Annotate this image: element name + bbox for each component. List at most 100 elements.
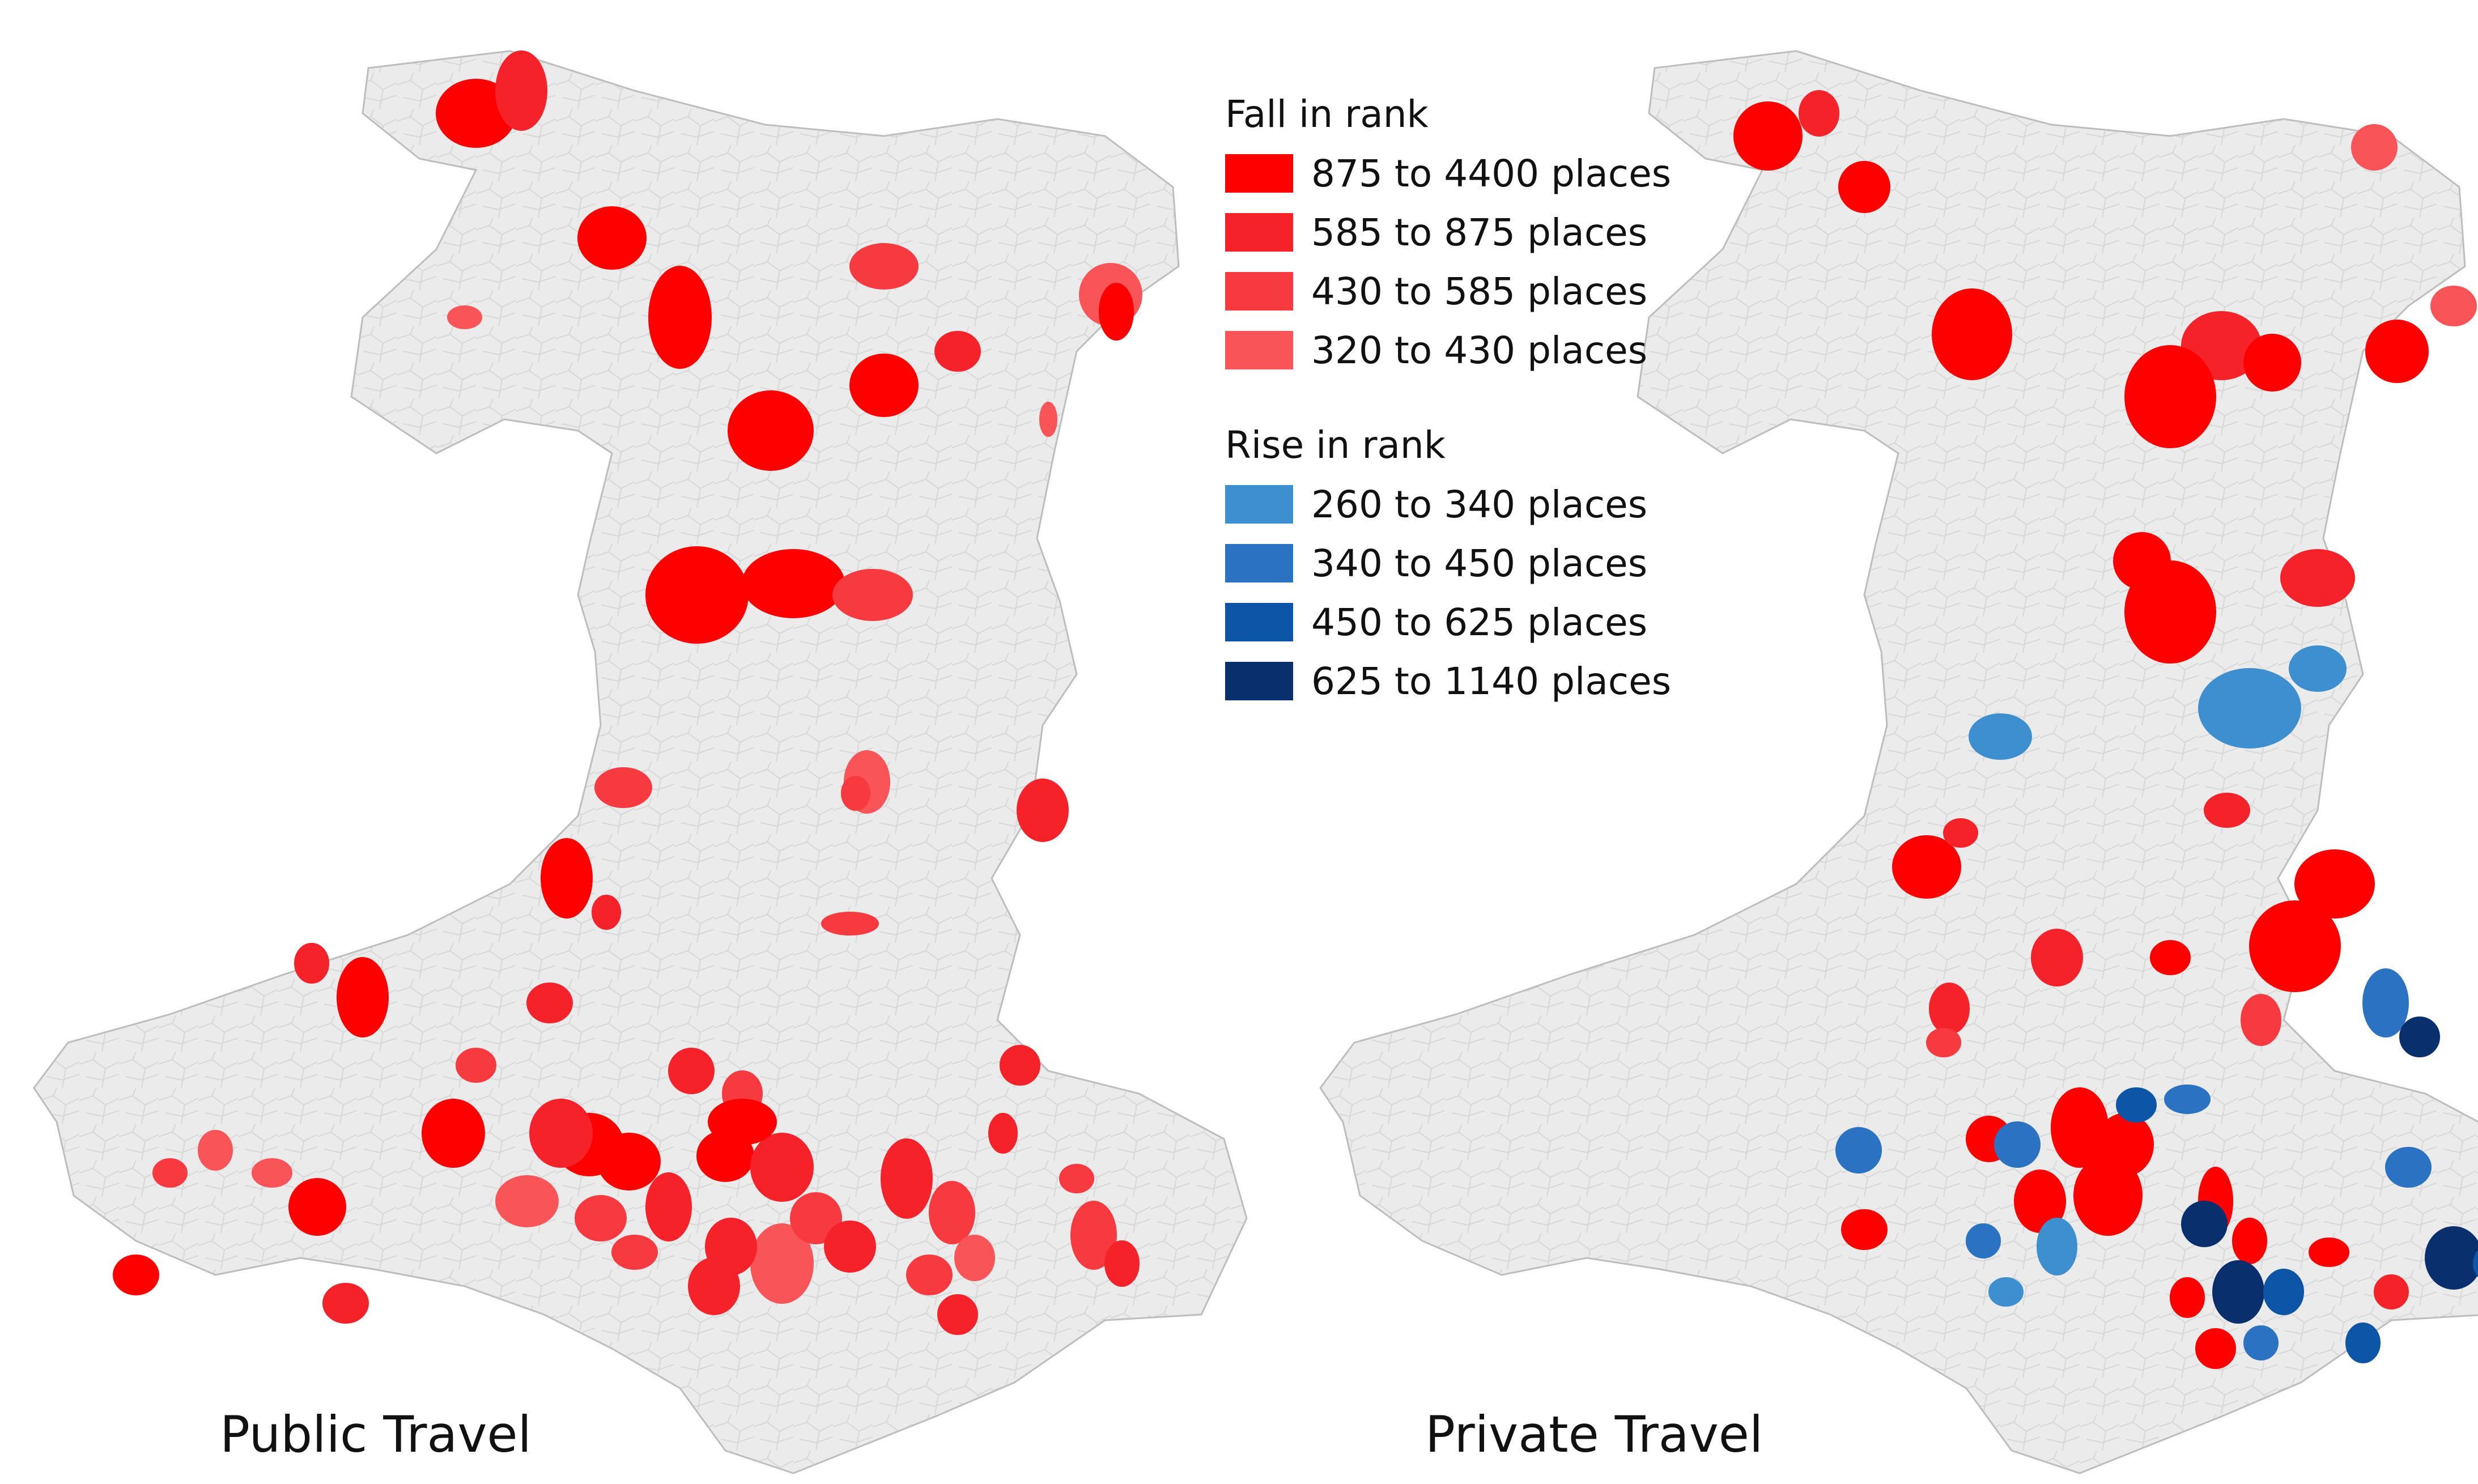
fall-region	[934, 331, 981, 372]
rise-region	[2212, 1260, 2264, 1324]
fall-region	[575, 1195, 627, 1241]
legend-fall-group: 875 to 4400 places 585 to 875 places 430…	[1225, 144, 1735, 380]
fall-region	[1838, 161, 1890, 213]
fall-region	[2232, 1218, 2267, 1264]
legend-swatch	[1225, 603, 1293, 641]
fall-region	[1039, 402, 1057, 437]
fall-region	[1059, 1164, 1094, 1193]
rise-region	[1969, 713, 2032, 760]
legend-swatch	[1225, 544, 1293, 582]
fall-region	[2170, 1277, 2205, 1318]
legend-item: 625 to 1140 places	[1225, 652, 1735, 711]
fall-region	[2124, 345, 2216, 448]
legend-swatch	[1225, 485, 1293, 524]
fall-region	[577, 206, 647, 270]
rise-region	[2198, 668, 2301, 749]
fall-region	[288, 1178, 346, 1236]
legend-item: 320 to 430 places	[1225, 321, 1735, 380]
fall-region	[821, 912, 879, 936]
fall-region	[2204, 793, 2250, 828]
legend: Fall in rank 875 to 4400 places 585 to 8…	[1225, 85, 1735, 711]
map-label-private: Private Travel	[1425, 1405, 1763, 1464]
fall-region	[1733, 101, 1803, 171]
legend-label: 450 to 625 places	[1311, 600, 1648, 644]
fall-region	[2073, 1155, 2143, 1236]
rise-region	[2385, 1147, 2432, 1188]
legend-label: 430 to 585 places	[1311, 269, 1648, 313]
fall-region	[1799, 90, 1839, 137]
fall-region	[645, 1172, 692, 1241]
fall-region	[832, 569, 913, 621]
fall-region	[824, 1221, 876, 1273]
fall-region	[648, 266, 712, 369]
legend-fall-heading: Fall in rank	[1225, 92, 1429, 136]
fall-region	[1104, 1240, 1140, 1287]
rise-region	[1966, 1223, 2001, 1258]
fall-region	[495, 50, 547, 131]
fall-region	[841, 776, 870, 811]
legend-item: 450 to 625 places	[1225, 593, 1735, 652]
wales-map-private-travel	[1319, 50, 2478, 1474]
fall-region	[529, 1099, 593, 1168]
legend-rise-heading: Rise in rank	[1225, 423, 1446, 467]
fall-region	[252, 1158, 292, 1188]
fall-region	[742, 549, 845, 618]
fall-region	[1892, 835, 1961, 899]
fall-region	[881, 1138, 933, 1219]
legend-item: 875 to 4400 places	[1225, 144, 1735, 203]
fall-region	[2309, 1238, 2349, 1267]
rise-region	[2164, 1085, 2211, 1114]
rise-region	[2345, 1323, 2381, 1363]
legend-label: 260 to 340 places	[1311, 482, 1648, 526]
wales-map-public-travel	[33, 50, 1248, 1474]
fall-region	[906, 1255, 953, 1295]
fall-region	[708, 1099, 777, 1145]
legend-label: 585 to 875 places	[1311, 210, 1648, 254]
legend-swatch	[1225, 272, 1293, 311]
fall-region	[988, 1113, 1018, 1154]
fall-region	[688, 1257, 740, 1315]
fall-region	[456, 1048, 496, 1083]
fall-region	[592, 895, 621, 930]
legend-item: 340 to 450 places	[1225, 534, 1735, 593]
fall-region	[152, 1158, 188, 1188]
rise-region	[1988, 1277, 2024, 1307]
rise-region	[1835, 1127, 1882, 1173]
fall-region	[929, 1181, 975, 1244]
fall-region	[337, 957, 389, 1037]
legend-swatch	[1225, 154, 1293, 193]
fall-region	[728, 390, 814, 471]
fall-region	[1943, 818, 1978, 848]
fall-region	[541, 838, 593, 919]
fall-region	[2031, 929, 2083, 987]
wales-boundaries-public	[34, 51, 1247, 1473]
fall-region	[645, 546, 749, 644]
rise-region	[2116, 1087, 2157, 1122]
fall-region	[2365, 320, 2429, 383]
fall-region	[2241, 994, 2281, 1046]
fall-region	[495, 1175, 559, 1227]
legend-label: 875 to 4400 places	[1311, 151, 1672, 195]
fall-region	[1929, 983, 1970, 1035]
fall-region	[668, 1048, 715, 1094]
fall-region	[849, 354, 919, 417]
fall-region	[113, 1255, 159, 1295]
map-label-public: Public Travel	[220, 1405, 532, 1464]
fall-region	[2243, 334, 2301, 392]
fall-region	[1926, 1028, 1961, 1057]
legend-label: 340 to 450 places	[1311, 541, 1648, 585]
fall-region	[2195, 1328, 2236, 1369]
fall-region	[1070, 1201, 1117, 1270]
legend-item: 430 to 585 places	[1225, 262, 1735, 321]
legend-label: 625 to 1140 places	[1311, 659, 1672, 703]
fall-region	[526, 983, 573, 1023]
fall-region	[937, 1294, 978, 1335]
legend-swatch	[1225, 331, 1293, 369]
fall-region	[1841, 1209, 1888, 1250]
fall-region	[2374, 1274, 2409, 1309]
rise-region	[2037, 1218, 2077, 1275]
fall-region	[447, 305, 482, 329]
rise-region	[2289, 645, 2347, 692]
fall-region	[2280, 549, 2355, 607]
